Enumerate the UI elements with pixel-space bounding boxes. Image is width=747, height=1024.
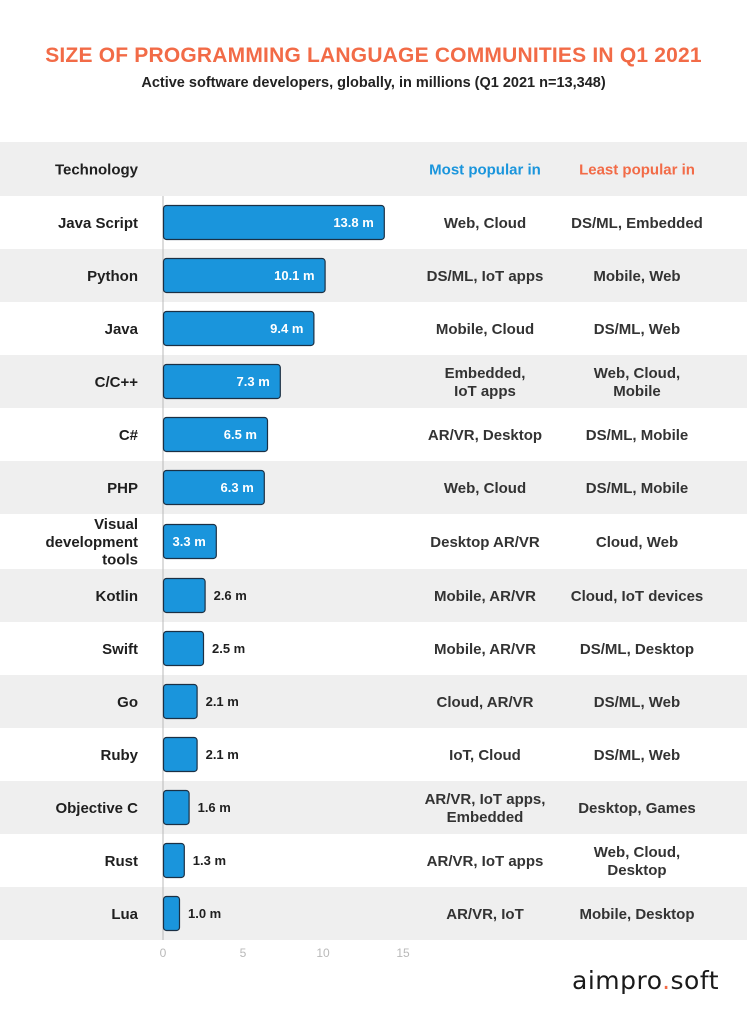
bar — [162, 895, 181, 932]
row-least-popular: Mobile, Web — [593, 268, 680, 285]
row-least-popular: DS/ML, Desktop — [580, 641, 694, 658]
bar — [162, 310, 315, 347]
bar — [162, 204, 385, 241]
bar-value-label: 1.6 m — [198, 800, 231, 815]
bar-value-label: 2.6 m — [214, 588, 247, 603]
bar-value-label: 1.0 m — [188, 906, 221, 921]
bar — [162, 416, 269, 453]
row-most-popular: Mobile, Cloud — [436, 321, 534, 338]
row-band — [0, 461, 747, 514]
row-least-popular: Cloud, Web — [596, 534, 678, 551]
brand-left: aimpro — [572, 966, 663, 995]
bar — [162, 736, 198, 773]
bar — [162, 523, 217, 560]
bar-value-label: 6.5 m — [224, 427, 257, 442]
x-tick-label: 15 — [396, 946, 410, 960]
row-name: Objective C — [55, 800, 138, 817]
row-band — [0, 569, 747, 622]
row-most-popular: AR/VR, Desktop — [428, 427, 542, 444]
row-name: Rust — [105, 853, 138, 870]
row-most-popular: Mobile, AR/VR — [434, 588, 536, 605]
bar-value-label: 13.8 m — [333, 215, 373, 230]
bar-value-label: 9.4 m — [270, 321, 303, 336]
row-band — [0, 355, 747, 408]
row-least-popular: DS/ML, Mobile — [586, 427, 689, 444]
row-most-popular: AR/VR, IoT apps — [427, 853, 544, 870]
x-tick-label: 10 — [316, 946, 330, 960]
row-least-popular: DS/ML, Web — [594, 747, 680, 764]
row-name: Java — [105, 321, 139, 338]
bar-value-label: 7.3 m — [237, 374, 270, 389]
brand-logo: aimpro.soft — [572, 966, 719, 995]
row-name: C/C++ — [95, 374, 139, 391]
row-least-popular: Desktop, Games — [578, 800, 696, 817]
bar-value-label: 2.1 m — [206, 694, 239, 709]
row-least-popular: Web, Cloud, Mobile — [594, 365, 680, 400]
bar — [162, 842, 185, 879]
row-most-popular: Web, Cloud — [444, 215, 526, 232]
header-most-popular: Most popular in — [429, 161, 541, 178]
bar-value-label: 1.3 m — [193, 853, 226, 868]
row-name: Kotlin — [96, 588, 139, 605]
bar-value-label: 6.3 m — [221, 480, 254, 495]
row-least-popular: DS/ML, Web — [594, 321, 680, 338]
row-least-popular: DS/ML, Embedded — [571, 215, 703, 232]
chart-title: SIZE OF PROGRAMMING LANGUAGE COMMUNITIES… — [45, 44, 702, 67]
row-most-popular: Web, Cloud — [444, 480, 526, 497]
bar — [162, 683, 198, 720]
row-most-popular: DS/ML, IoT apps — [427, 268, 544, 285]
header-least-popular: Least popular in — [579, 161, 695, 178]
bar-value-label: 2.5 m — [212, 641, 245, 656]
row-most-popular: AR/VR, IoT apps, Embedded — [425, 791, 546, 826]
row-name: Lua — [111, 906, 138, 923]
header-technology: Technology — [55, 161, 139, 178]
row-most-popular: Mobile, AR/VR — [434, 641, 536, 658]
row-most-popular: Embedded, IoT apps — [445, 365, 526, 400]
bar-value-label: 3.3 m — [173, 534, 206, 549]
bar — [162, 630, 205, 667]
bar — [162, 469, 265, 506]
bar — [162, 257, 326, 294]
row-name: Visual development tools — [45, 516, 138, 568]
bar — [162, 789, 190, 826]
row-band — [0, 249, 747, 302]
row-name: Ruby — [101, 747, 139, 764]
row-name: Java Script — [58, 215, 138, 232]
row-name: PHP — [107, 480, 138, 497]
header-band — [0, 142, 747, 196]
row-name: C# — [119, 427, 139, 444]
chart-subtitle: Active software developers, globally, in… — [141, 75, 606, 91]
row-name: Go — [117, 694, 138, 711]
row-least-popular: Cloud, IoT devices — [571, 588, 704, 605]
row-most-popular: Desktop AR/VR — [430, 534, 540, 551]
x-tick-label: 5 — [240, 946, 247, 960]
row-most-popular: IoT, Cloud — [449, 747, 521, 764]
bar — [162, 363, 281, 400]
brand-dot: . — [662, 966, 671, 995]
bar-value-label: 10.1 m — [274, 268, 314, 283]
bar — [162, 577, 206, 614]
row-band — [0, 675, 747, 728]
brand-right: soft — [670, 966, 720, 995]
row-name: Swift — [102, 641, 138, 658]
row-name: Python — [87, 268, 138, 285]
row-least-popular: Web, Cloud, Desktop — [594, 844, 680, 879]
row-band — [0, 781, 747, 834]
row-least-popular: Mobile, Desktop — [579, 906, 694, 923]
row-least-popular: DS/ML, Mobile — [586, 480, 689, 497]
row-most-popular: Cloud, AR/VR — [437, 694, 534, 711]
row-least-popular: DS/ML, Web — [594, 694, 680, 711]
row-band — [0, 887, 747, 940]
x-tick-label: 0 — [160, 946, 167, 960]
row-most-popular: AR/VR, IoT — [446, 906, 524, 923]
bar-value-label: 2.1 m — [206, 747, 239, 762]
